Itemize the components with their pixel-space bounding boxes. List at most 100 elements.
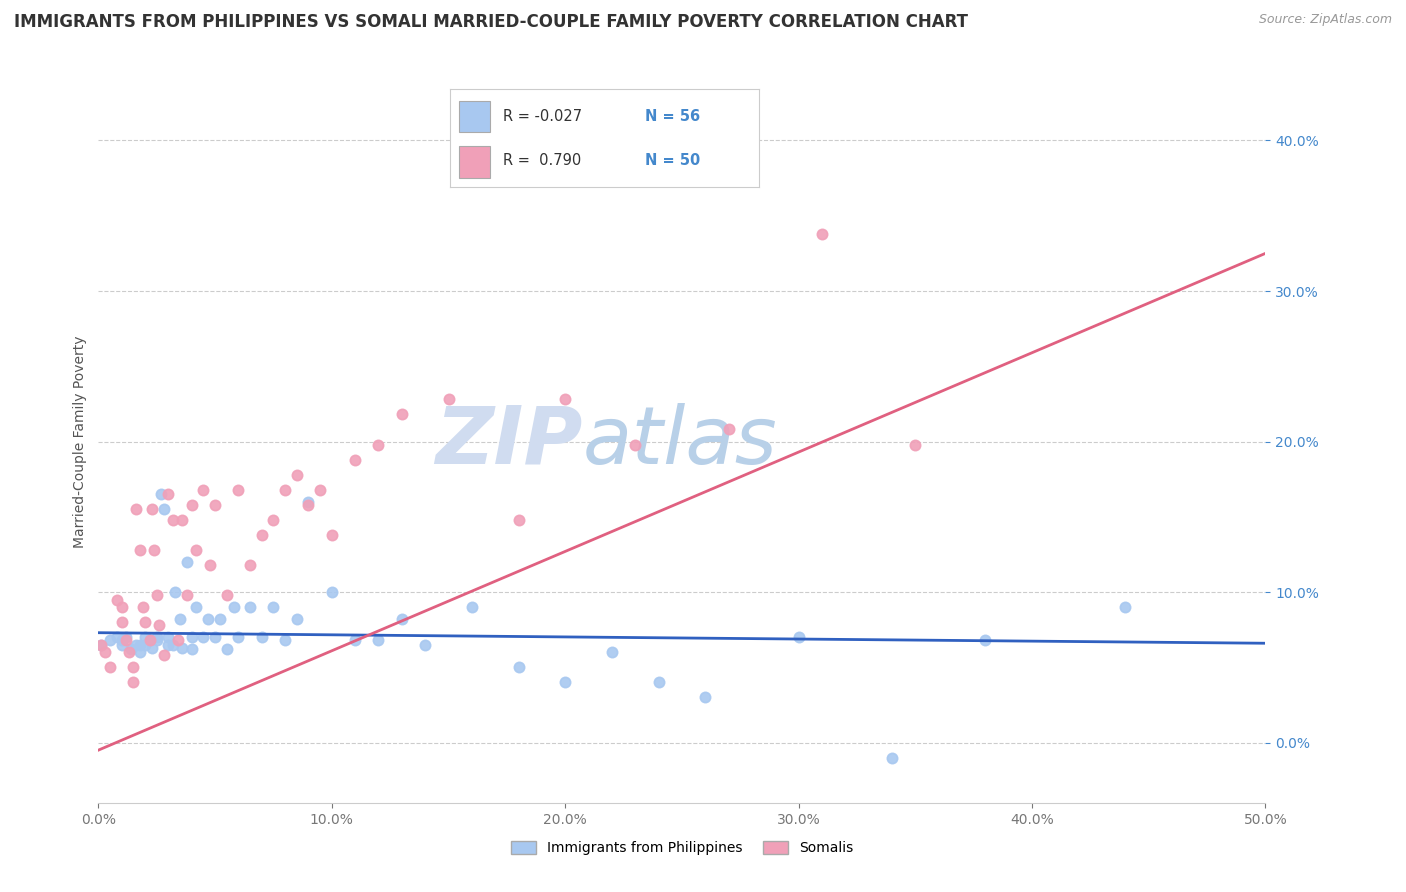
- Point: [904, 437, 927, 451]
- Point: [90, 638, 112, 652]
- Point: [208, 612, 231, 626]
- Text: N = 56: N = 56: [645, 109, 700, 124]
- Point: [134, 615, 156, 630]
- Point: [285, 467, 308, 482]
- Point: [367, 633, 389, 648]
- Point: [215, 642, 238, 657]
- Point: [391, 408, 413, 422]
- Point: [115, 630, 138, 644]
- Point: [146, 633, 169, 648]
- Point: [186, 600, 208, 615]
- Point: [413, 638, 436, 652]
- Point: [129, 638, 152, 652]
- Point: [186, 542, 208, 557]
- Point: [169, 612, 191, 626]
- Point: [554, 392, 576, 407]
- Point: [162, 638, 184, 652]
- Point: [146, 630, 169, 644]
- Point: [122, 675, 145, 690]
- Point: [974, 633, 997, 648]
- Point: [125, 502, 148, 516]
- Point: [157, 487, 180, 501]
- Point: [787, 630, 810, 644]
- Point: [146, 588, 169, 602]
- Point: [508, 660, 530, 674]
- Point: [717, 422, 740, 436]
- Point: [297, 494, 319, 508]
- Point: [115, 633, 138, 648]
- Point: [129, 645, 152, 659]
- Point: [141, 640, 163, 655]
- Point: [180, 630, 202, 644]
- Point: [200, 558, 222, 572]
- Text: R =  0.790: R = 0.790: [502, 153, 581, 169]
- Point: [111, 633, 134, 648]
- Point: [148, 618, 170, 632]
- Point: [344, 452, 367, 467]
- Point: [139, 633, 162, 648]
- Point: [321, 528, 343, 542]
- Text: Source: ZipAtlas.com: Source: ZipAtlas.com: [1258, 13, 1392, 27]
- Point: [228, 630, 250, 644]
- Point: [90, 638, 112, 652]
- Point: [321, 585, 343, 599]
- Point: [157, 630, 180, 644]
- Point: [461, 600, 484, 615]
- Point: [166, 633, 188, 648]
- Point: [197, 612, 219, 626]
- Point: [172, 513, 194, 527]
- Point: [1114, 600, 1136, 615]
- FancyBboxPatch shape: [460, 101, 491, 132]
- Point: [122, 660, 145, 674]
- Point: [180, 498, 202, 512]
- Point: [285, 612, 308, 626]
- Point: [150, 487, 173, 501]
- FancyBboxPatch shape: [460, 146, 491, 178]
- Point: [222, 600, 245, 615]
- Legend: Immigrants from Philippines, Somalis: Immigrants from Philippines, Somalis: [505, 836, 859, 861]
- Point: [274, 483, 297, 497]
- Point: [309, 483, 332, 497]
- Point: [98, 633, 121, 648]
- Point: [193, 630, 215, 644]
- Point: [111, 600, 134, 615]
- Point: [344, 633, 367, 648]
- Text: atlas: atlas: [582, 402, 778, 481]
- Text: ZIP: ZIP: [436, 402, 582, 481]
- Text: N = 50: N = 50: [645, 153, 700, 169]
- Point: [139, 633, 162, 648]
- Point: [94, 645, 117, 659]
- Point: [165, 585, 187, 599]
- Text: R = -0.027: R = -0.027: [502, 109, 582, 124]
- Point: [695, 690, 717, 705]
- Point: [105, 630, 128, 644]
- Point: [437, 392, 460, 407]
- Point: [141, 502, 163, 516]
- Point: [647, 675, 669, 690]
- Point: [297, 498, 319, 512]
- Point: [152, 648, 174, 663]
- Point: [250, 528, 273, 542]
- Point: [624, 437, 647, 451]
- Point: [274, 633, 297, 648]
- Point: [228, 483, 250, 497]
- Point: [250, 630, 273, 644]
- Point: [118, 645, 141, 659]
- Point: [262, 600, 284, 615]
- Point: [157, 638, 180, 652]
- Point: [162, 513, 184, 527]
- Text: IMMIGRANTS FROM PHILIPPINES VS SOMALI MARRIED-COUPLE FAMILY POVERTY CORRELATION : IMMIGRANTS FROM PHILIPPINES VS SOMALI MA…: [14, 13, 969, 31]
- Point: [176, 555, 198, 569]
- Point: [204, 630, 226, 644]
- Point: [204, 498, 226, 512]
- Point: [554, 675, 576, 690]
- Point: [176, 588, 198, 602]
- Point: [134, 638, 156, 652]
- Point: [125, 638, 148, 652]
- Point: [239, 600, 262, 615]
- Y-axis label: Married-Couple Family Poverty: Married-Couple Family Poverty: [73, 335, 87, 548]
- Point: [262, 513, 284, 527]
- Point: [143, 542, 166, 557]
- Point: [129, 542, 152, 557]
- Point: [193, 483, 215, 497]
